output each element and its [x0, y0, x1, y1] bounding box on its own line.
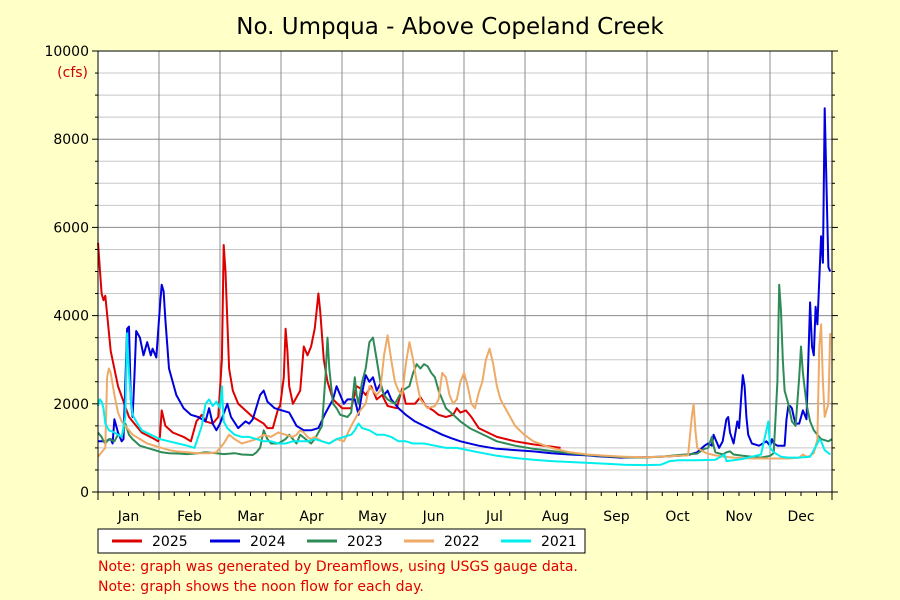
y-tick-label: 2000: [53, 397, 89, 413]
y-tick-label: 6000: [53, 220, 89, 236]
x-month-label: Mar: [237, 509, 264, 525]
note-generated: Note: graph was generated by Dreamflows,…: [98, 559, 578, 575]
y-tick-label: 10000: [44, 44, 89, 60]
legend-label-2023: 2023: [347, 534, 383, 550]
y-tick-label: 8000: [53, 132, 89, 148]
legend: 2025 2024 2023 2022 2021: [97, 528, 586, 554]
chart-title: No. Umpqua - Above Copeland Creek: [236, 14, 664, 40]
x-month-label: Sep: [603, 509, 630, 525]
legend-label-2022: 2022: [444, 534, 480, 550]
series-line-2024: [98, 107, 832, 459]
series-line-2021: [97, 332, 831, 467]
y-tick-label: 0: [80, 485, 89, 501]
y-axis-unit-label: (cfs): [57, 65, 88, 81]
x-month-label: Oct: [665, 509, 690, 525]
legend-label-2024: 2024: [250, 534, 286, 550]
x-month-label: Nov: [725, 509, 752, 525]
legend-label-2025: 2025: [152, 534, 188, 550]
note-noon-flow: Note: graph shows the noon flow for each…: [98, 579, 424, 595]
x-month-label: May: [358, 509, 387, 525]
series-layer: [97, 107, 833, 467]
grid-lines: [98, 50, 832, 493]
series-line-2025: [97, 242, 561, 449]
y-tick-label: 4000: [53, 309, 89, 325]
x-month-label: Jun: [422, 509, 445, 525]
legend-box: [97, 528, 586, 554]
x-month-label: Feb: [177, 509, 202, 525]
x-month-label: Aug: [542, 509, 569, 525]
x-month-label: Jul: [485, 509, 503, 525]
legend-label-2021: 2021: [541, 534, 577, 550]
x-month-label: Apr: [299, 509, 323, 525]
series-line-2022: [97, 323, 832, 460]
axes: 0 2000 4000 6000 8000 10000 Jan Feb Mar Apr May Jun…: [44, 44, 838, 525]
x-month-label: Jan: [117, 509, 140, 525]
x-month-label: Dec: [787, 509, 814, 525]
